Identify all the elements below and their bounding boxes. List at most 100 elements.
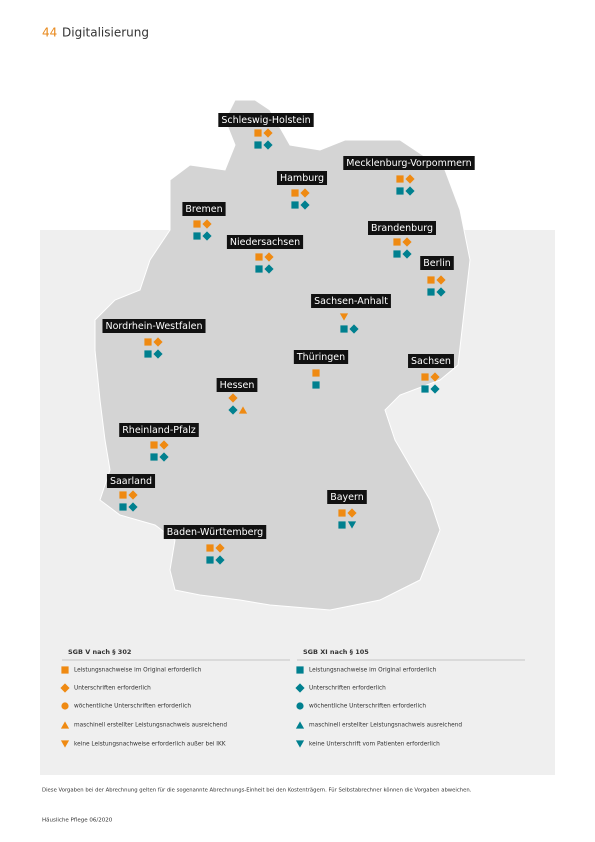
icon-diamond bbox=[402, 249, 412, 259]
state-label-box bbox=[408, 354, 454, 368]
state-label: Thüringen bbox=[296, 352, 345, 363]
legend-item: Unterschriften erforderlich bbox=[309, 686, 386, 692]
state-label: Schleswig-Holstein bbox=[221, 115, 310, 126]
icon-square bbox=[393, 238, 401, 246]
icon-triangle-up bbox=[238, 406, 248, 414]
icon-square bbox=[338, 521, 346, 529]
icon-square bbox=[421, 385, 429, 393]
icon-square bbox=[255, 265, 263, 273]
icon-square bbox=[193, 220, 201, 228]
icon-diamond bbox=[405, 174, 415, 184]
icon-square bbox=[421, 373, 429, 381]
legend-item: maschinell erstellter Leistungsnachweis … bbox=[309, 723, 462, 729]
state-label-box bbox=[218, 113, 314, 127]
icon-diamond bbox=[159, 440, 169, 450]
icon-square bbox=[393, 250, 401, 258]
state-label: Nordrhein-Westfalen bbox=[105, 321, 202, 332]
state-label-box bbox=[420, 256, 454, 270]
state-label-box bbox=[368, 221, 436, 235]
icon-diamond bbox=[347, 508, 357, 518]
icon-triangle-down bbox=[60, 740, 70, 748]
icon-square bbox=[150, 441, 158, 449]
icon-square bbox=[338, 509, 346, 517]
icon-diamond bbox=[202, 231, 212, 241]
legend-heading: SGB XI nach § 105 bbox=[303, 648, 369, 656]
icon-square bbox=[312, 369, 320, 377]
icon-diamond bbox=[430, 384, 440, 394]
icon-square bbox=[291, 201, 299, 209]
icon-diamond bbox=[402, 237, 412, 247]
state-label-box bbox=[106, 474, 156, 488]
state-label-box bbox=[119, 423, 199, 437]
icon-square bbox=[340, 325, 348, 333]
icon-triangle-down bbox=[295, 740, 305, 748]
icon-diamond bbox=[228, 405, 238, 415]
icon-diamond bbox=[295, 683, 305, 693]
page-title: Digitalisierung bbox=[62, 26, 149, 40]
state-label: Bayern bbox=[330, 492, 364, 503]
state-label: Sachsen-Anhalt bbox=[314, 296, 388, 307]
icon-diamond bbox=[405, 186, 415, 196]
footer: Häusliche Pflege 06/2020 bbox=[42, 818, 113, 824]
icon-diamond bbox=[202, 219, 212, 229]
icon-diamond bbox=[264, 252, 274, 262]
icon-square bbox=[119, 503, 127, 511]
legend-item: keine Leistungsnachweise erforderlich au… bbox=[74, 742, 226, 748]
icon-diamond bbox=[215, 555, 225, 565]
icon-diamond bbox=[300, 188, 310, 198]
state-label: Sachsen bbox=[411, 356, 451, 367]
legend-item: Unterschriften erforderlich bbox=[74, 686, 151, 692]
icon-diamond bbox=[263, 128, 273, 138]
icon-diamond bbox=[228, 393, 238, 403]
icon-diamond bbox=[436, 275, 446, 285]
icon-square bbox=[254, 129, 262, 137]
icon-triangle-up bbox=[60, 721, 70, 729]
state-label-box bbox=[102, 319, 206, 333]
icon-square bbox=[255, 253, 263, 261]
icon-diamond bbox=[128, 490, 138, 500]
icon-square bbox=[144, 338, 152, 346]
state-label-box bbox=[327, 490, 367, 504]
icon-triangle-down bbox=[339, 313, 349, 321]
icon-square bbox=[296, 666, 304, 674]
state-label-box bbox=[182, 202, 226, 216]
state-label-box bbox=[343, 156, 475, 170]
state-label: Mecklenburg-Vorpommern bbox=[346, 158, 471, 169]
state-label: Hessen bbox=[220, 380, 255, 391]
legend-item: keine Unterschrift vom Patienten erforde… bbox=[309, 742, 440, 748]
icon-diamond bbox=[349, 324, 359, 334]
icon-diamond bbox=[153, 349, 163, 359]
state-label: Bremen bbox=[185, 204, 222, 215]
state-label-box bbox=[216, 378, 258, 392]
state-label: Hamburg bbox=[280, 173, 324, 184]
icon-triangle-up bbox=[295, 721, 305, 729]
icon-square bbox=[427, 288, 435, 296]
icon-square bbox=[144, 350, 152, 358]
state-label: Rheinland-Pfalz bbox=[122, 425, 196, 436]
state-label-box bbox=[226, 235, 304, 249]
legend-heading: SGB V nach § 302 bbox=[68, 648, 131, 656]
icon-circle bbox=[61, 702, 69, 710]
state-label: Brandenburg bbox=[371, 223, 433, 234]
state-label-box bbox=[163, 525, 267, 539]
icon-square bbox=[119, 491, 127, 499]
page-number: 44 bbox=[42, 26, 57, 40]
icon-square bbox=[312, 381, 320, 389]
legend-item: maschinell erstellter Leistungsnachweis … bbox=[74, 723, 227, 729]
icon-square bbox=[193, 232, 201, 240]
icon-square bbox=[396, 175, 404, 183]
state-label: Baden-Württemberg bbox=[167, 527, 263, 538]
icon-diamond bbox=[128, 502, 138, 512]
icon-diamond bbox=[430, 372, 440, 382]
legend-item: wöchentliche Unterschriften erforderlich bbox=[74, 704, 191, 710]
icon-square bbox=[206, 556, 214, 564]
legend-item: wöchentliche Unterschriften erforderlich bbox=[309, 704, 426, 710]
icon-diamond bbox=[215, 543, 225, 553]
state-label: Niedersachsen bbox=[230, 237, 300, 248]
state-label-box bbox=[293, 350, 349, 364]
icon-square bbox=[291, 189, 299, 197]
icon-diamond bbox=[263, 140, 273, 150]
icon-diamond bbox=[153, 337, 163, 347]
icon-square bbox=[254, 141, 262, 149]
